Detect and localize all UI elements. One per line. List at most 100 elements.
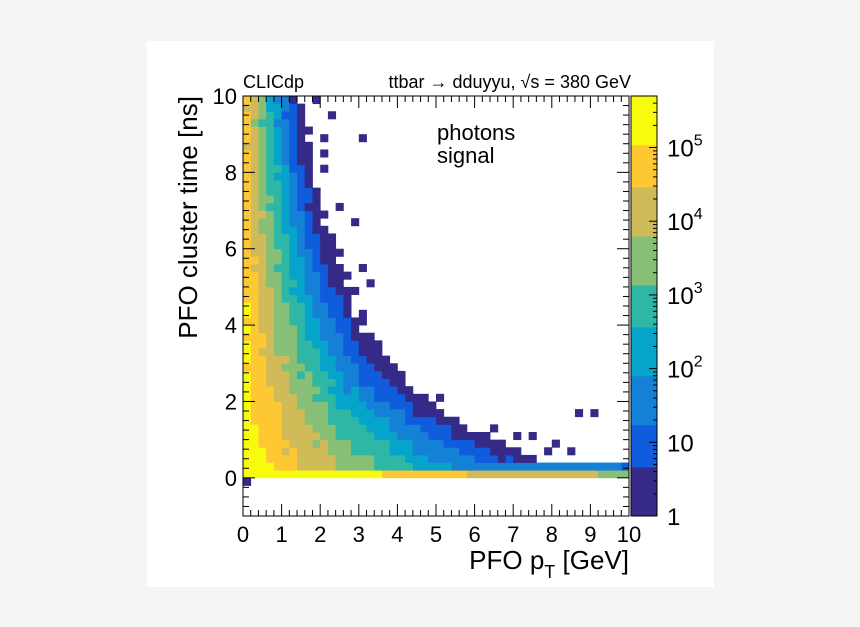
- heatmap-cell: [528, 454, 537, 463]
- heatmap-cell: [281, 416, 290, 425]
- heatmap-cell: [335, 332, 344, 341]
- heatmap-cell: [343, 470, 352, 479]
- heatmap-cell: [374, 355, 383, 364]
- heatmap-cell: [405, 470, 414, 479]
- heatmap-cell: [366, 401, 375, 410]
- heatmap-cell: [243, 286, 252, 295]
- heatmap-cell: [621, 470, 630, 479]
- heatmap-cell: [243, 126, 252, 135]
- heatmap-cell: [297, 164, 306, 173]
- heatmap-cell: [250, 111, 259, 120]
- heatmap-cell: [273, 279, 282, 288]
- heatmap-cell: [258, 172, 267, 181]
- heatmap-cell: [412, 424, 421, 433]
- heatmap-cell: [266, 325, 275, 334]
- heatmap-cell: [312, 271, 321, 280]
- heatmap-cell: [436, 439, 445, 448]
- heatmap-cell: [289, 172, 298, 181]
- heatmap-cell: [297, 363, 306, 372]
- heatmap-cell: [397, 439, 406, 448]
- heatmap-cell: [266, 439, 275, 448]
- heatmap-cell: [243, 432, 252, 441]
- heatmap-cell: [304, 355, 313, 364]
- heatmap-cell: [343, 409, 352, 418]
- heatmap-cell: [289, 202, 298, 211]
- heatmap-cell: [250, 233, 259, 242]
- heatmap-cell: [266, 447, 275, 456]
- heatmap-cell: [250, 332, 259, 341]
- heatmap-cell: [343, 393, 352, 402]
- x-tick-label: 5: [430, 522, 442, 547]
- heatmap-cell: [297, 355, 306, 364]
- heatmap-cell: [250, 424, 259, 433]
- heatmap-cell: [320, 393, 329, 402]
- heatmap-cell: [374, 424, 383, 433]
- z-tick-label: 105: [667, 133, 703, 163]
- heatmap-cell: [381, 462, 391, 471]
- heatmap-cell: [428, 462, 437, 471]
- heatmap-cell: [266, 409, 275, 418]
- heatmap-cell: [397, 393, 406, 402]
- heatmap-cell: [335, 202, 344, 211]
- heatmap-cell: [351, 363, 360, 372]
- palette-segment: [631, 103, 657, 111]
- heatmap-cell: [258, 348, 267, 357]
- heatmap-cell: [320, 470, 329, 479]
- z-tick-exponent: 2: [694, 354, 703, 371]
- heatmap-cell: [428, 432, 437, 441]
- heatmap-cell: [405, 416, 414, 425]
- heatmap-cell: [335, 317, 344, 326]
- heatmap-cell: [381, 439, 391, 448]
- heatmap-cell: [312, 233, 321, 242]
- heatmap-cell: [320, 279, 329, 288]
- heatmap-cell: [335, 432, 344, 441]
- heatmap-cell: [320, 317, 329, 326]
- heatmap-cell: [459, 462, 468, 471]
- heatmap-cell: [381, 432, 391, 441]
- heatmap-cell: [358, 134, 367, 143]
- x-tick-label: 2: [314, 522, 326, 547]
- heatmap-cell: [266, 210, 275, 219]
- heatmap-cell: [482, 454, 491, 463]
- heatmap-cell: [490, 462, 499, 471]
- heatmap-cell: [281, 225, 290, 234]
- heatmap-cell: [250, 309, 259, 318]
- heatmap-cell: [312, 210, 321, 219]
- heatmap-cell: [466, 454, 475, 463]
- heatmap-cell: [420, 424, 429, 433]
- heatmap-cell: [289, 470, 298, 479]
- heatmap-cell: [327, 370, 337, 379]
- heatmap-cell: [420, 447, 429, 456]
- heatmap-cell: [358, 264, 367, 273]
- heatmap-cell: [266, 264, 275, 273]
- heatmap-cell: [420, 432, 429, 441]
- heatmap-cell: [266, 172, 275, 181]
- palette-segment: [631, 432, 657, 440]
- heatmap-cell: [281, 218, 290, 227]
- heatmap-cell: [327, 348, 337, 357]
- heatmap-cell: [243, 401, 252, 410]
- heatmap-cell: [250, 279, 259, 288]
- heatmap-cell: [281, 409, 290, 418]
- heatmap-cell: [289, 401, 298, 410]
- heatmap-cell: [281, 340, 290, 349]
- heatmap-cell: [273, 309, 282, 318]
- heatmap-cell: [405, 462, 414, 471]
- heatmap-cell: [381, 386, 391, 395]
- heatmap-cell: [327, 332, 337, 341]
- heatmap-cell: [266, 348, 275, 357]
- heatmap-cell: [281, 256, 290, 265]
- heatmap-cell: [590, 470, 599, 479]
- heatmap-cell: [358, 409, 367, 418]
- heatmap-cell: [397, 424, 406, 433]
- heatmap-cell: [297, 233, 306, 242]
- heatmap-cell: [320, 348, 329, 357]
- heatmap-cell: [312, 294, 321, 303]
- heatmap-cell: [513, 454, 522, 463]
- heatmap-cell: [366, 279, 375, 288]
- palette-segment: [631, 306, 657, 314]
- x-axis-ticks: 0 1 2 3 4 5 6 7 8 9 10: [237, 96, 641, 547]
- heatmap-cell: [482, 432, 491, 441]
- heatmap-cell: [289, 164, 298, 173]
- heatmap-cell: [405, 401, 414, 410]
